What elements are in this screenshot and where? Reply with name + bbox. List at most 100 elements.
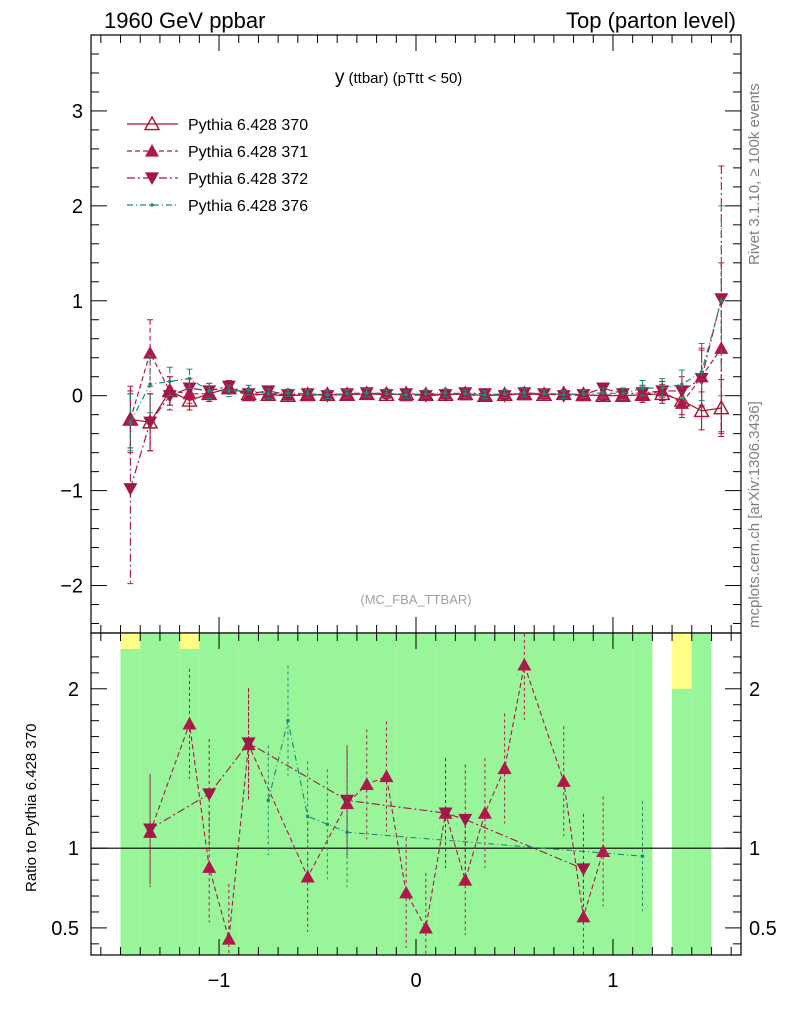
marker-dot (345, 392, 349, 396)
marker-triangle-down (202, 788, 217, 801)
x-tick-label: 0 (410, 970, 421, 992)
series-2 (123, 165, 729, 585)
marker-triangle-down (145, 172, 159, 185)
ratio-band-green (356, 633, 377, 955)
legend: Pythia 6.428 370 Pythia 6.428 371 Pythia 6… (127, 115, 308, 215)
ratio-band-green (612, 633, 633, 955)
ratio-band-green (593, 633, 613, 955)
marker-triangle-up (359, 777, 374, 791)
marker-triangle-up (596, 844, 611, 857)
marker-triangle-up (399, 885, 414, 899)
ratio-series (143, 633, 645, 955)
marker-dot (305, 392, 310, 396)
marker-dot (640, 386, 645, 390)
ratio-y-tick-label-right: 2 (749, 679, 760, 701)
ratio-y-tick-label-left: 1 (68, 838, 79, 860)
marker-triangle-down (458, 813, 473, 827)
legend-label: Pythia 6.428 376 (188, 198, 308, 215)
series-3 (127, 205, 725, 452)
marker-triangle-open (143, 115, 161, 131)
marker-triangle-down (143, 416, 158, 430)
marker-dot (502, 392, 507, 396)
ratio-y-tick-label-left: 2 (68, 679, 79, 701)
marker-dot (621, 392, 625, 396)
marker-triangle-down (143, 823, 158, 837)
marker-triangle-down (340, 794, 355, 808)
ratio-band-green (455, 633, 476, 955)
ratio-plot: 0.5 0.5 1 1 2 2 −1 0 1 (51, 632, 777, 992)
marker-dot (660, 386, 665, 390)
ratio-band-green (159, 633, 180, 955)
marker-dot (463, 392, 468, 396)
main-y-tick-label: −1 (60, 481, 83, 503)
marker-dot (148, 382, 152, 387)
marker-triangle-down (280, 389, 295, 402)
ratio-band-green (416, 633, 436, 955)
ratio-y-tick-label-left: 0.5 (51, 918, 79, 940)
marker-dot (325, 392, 330, 397)
legend-label: Pythia 6.428 372 (188, 171, 308, 188)
ratio-band-green (396, 633, 416, 955)
ratio-series-3 (266, 665, 645, 912)
series-line (129, 347, 722, 420)
marker-dot (561, 392, 566, 397)
plot-title-main: y (335, 67, 345, 88)
marker-dot (364, 391, 369, 395)
marker-dot (345, 830, 349, 835)
marker-dot (207, 389, 211, 393)
marker-dot (443, 391, 448, 395)
marker-triangle-up (458, 873, 473, 886)
series-1 (123, 262, 729, 454)
x-tick-label: −1 (208, 970, 231, 992)
legend-label: Pythia 6.428 370 (188, 117, 308, 134)
ratio-series-1 (143, 633, 611, 955)
marker-triangle-up (418, 920, 433, 934)
marker-triangle-up (477, 806, 492, 819)
side-label-mcplots: mcplots.cern.ch [arXiv:1306.3436] (746, 401, 763, 628)
marker-dot (719, 298, 724, 303)
ratio-band-green (219, 633, 239, 955)
legend-label: Pythia 6.428 371 (188, 144, 308, 161)
marker-triangle-up (300, 869, 315, 883)
marker-dot (384, 392, 389, 396)
series-line (129, 300, 722, 423)
marker-dot (640, 854, 645, 858)
analysis-watermark: (MC_FBA_TTBAR) (360, 592, 471, 607)
side-label-rivet: Rivet 3.1.10, ≥ 100k events (746, 83, 763, 265)
ratio-band-green (534, 633, 554, 955)
marker-dot (150, 203, 154, 207)
marker-dot (581, 392, 586, 396)
marker-dot (699, 370, 704, 374)
marker-triangle-up (379, 769, 394, 783)
main-plot: −2 −1 0 1 2 3 (60, 34, 742, 634)
ratio-band-green (691, 633, 712, 955)
marker-dot (542, 392, 546, 396)
ratio-band-green (435, 633, 456, 955)
marker-triangle-down (162, 390, 177, 403)
marker-triangle-open (693, 402, 710, 418)
marker-dot (522, 391, 527, 395)
header-left-title: 1960 GeV ppbar (104, 8, 265, 33)
marker-triangle-down (576, 863, 591, 876)
marker-dot (483, 392, 487, 397)
marker-dot (286, 391, 290, 395)
ratio-bands (120, 633, 712, 955)
marker-triangle-up (221, 932, 236, 945)
ratio-line (267, 720, 643, 857)
ratio-series-2 (143, 687, 591, 924)
ratio-band-green (278, 633, 298, 955)
plot-title-sub: (ttbar) (pTtt < 50) (349, 70, 463, 87)
marker-triangle-down (123, 483, 138, 496)
marker-triangle-down (182, 382, 197, 396)
marker-triangle-down (438, 389, 453, 402)
marker-dot (266, 392, 271, 396)
ratio-band-green (120, 648, 141, 955)
marker-dot (128, 420, 133, 425)
main-y-tick-label: 3 (72, 101, 83, 123)
marker-triangle-up (202, 860, 217, 873)
x-tick-label: 1 (607, 970, 618, 992)
header-right-title: Top (parton level) (566, 8, 736, 33)
plot-title: y (ttbar) (pTtt < 50) (335, 67, 462, 88)
marker-triangle-up (674, 396, 689, 409)
